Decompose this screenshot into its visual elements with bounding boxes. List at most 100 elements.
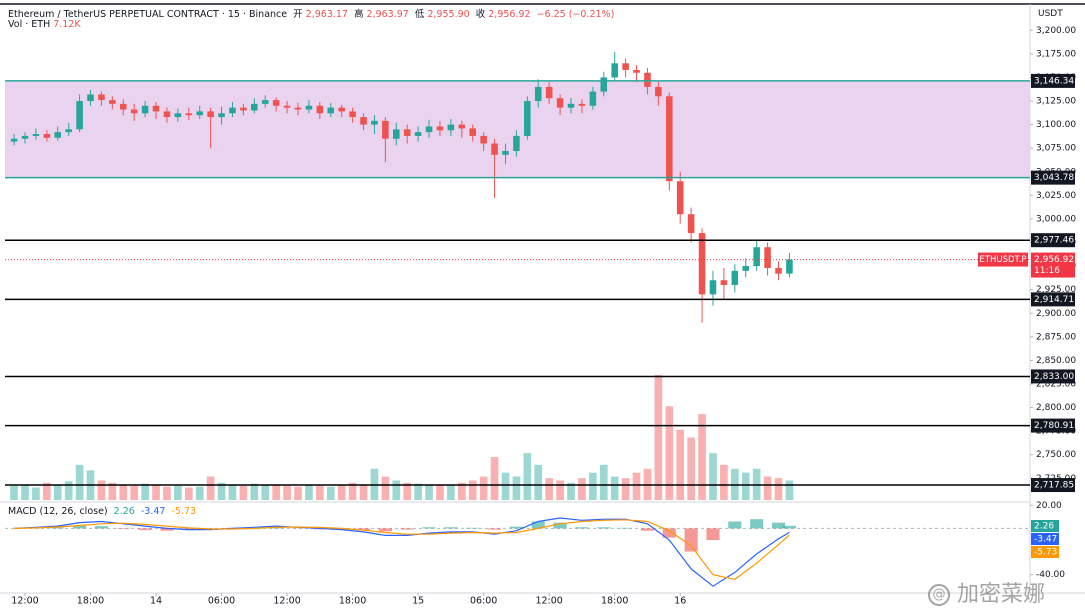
volume-bar (436, 485, 444, 500)
level-label: 2,914.71 (1034, 295, 1074, 305)
macd-histogram-bar (750, 519, 764, 529)
macd-histogram-bar (378, 528, 392, 532)
candle-body (283, 105, 291, 108)
volume-bar (206, 476, 215, 500)
y-tick-label: 2,900.00 (1036, 309, 1076, 319)
candle-body (469, 128, 477, 136)
watermark: @ 加密菜娜 (928, 576, 1045, 608)
candle-body (633, 69, 640, 73)
level-label: 2,977.46 (1034, 236, 1074, 246)
macd-histogram-bar (94, 526, 108, 529)
volume-bar (632, 472, 641, 500)
candle-body (709, 280, 717, 295)
volume-bar (97, 480, 106, 500)
macd-histogram-bar (531, 521, 545, 529)
candle-body (600, 77, 608, 92)
candle-body (65, 129, 72, 133)
y-tick-label: 2,925.00 (1036, 285, 1076, 295)
candle-body (130, 109, 138, 114)
y-tick-label: 2,875.00 (1036, 332, 1076, 342)
macd-histogram-bar (619, 527, 633, 529)
candle-body (698, 233, 706, 295)
volume-bar (665, 406, 674, 500)
x-tick-label: 18:00 (339, 596, 366, 607)
candle-body (502, 151, 509, 155)
y-tick-label: 2,850.00 (1036, 356, 1076, 366)
y-tick-label: 3,100.00 (1036, 120, 1076, 130)
volume-bar (512, 476, 521, 500)
volume-bar (414, 483, 422, 500)
y-tick-label: 2,825.00 (1036, 379, 1076, 389)
candle-body (349, 111, 356, 118)
volume-bar (184, 487, 193, 500)
y-tick-label: 2,750.00 (1036, 450, 1076, 460)
candle-body (524, 101, 531, 136)
volume-bar (479, 476, 488, 500)
macd-histogram-bar (444, 527, 458, 529)
candle-body (305, 105, 313, 110)
volume-bar (141, 483, 149, 500)
y-tick-label: 3,125.00 (1036, 97, 1076, 107)
candle-body (251, 103, 258, 111)
volume-bar (108, 482, 117, 500)
volume-bar (272, 484, 280, 500)
volume-bar (294, 486, 302, 500)
volume-bar (337, 485, 346, 500)
volume-bar (53, 485, 62, 500)
macd-histogram-bar (509, 526, 523, 529)
volume-bar (567, 482, 575, 500)
macd-histogram-bar (466, 527, 480, 529)
macd-y-tick-label: -40.00 (1036, 570, 1065, 580)
candle-body (10, 138, 18, 142)
volume-bar (75, 464, 84, 500)
x-tick-label: 16 (674, 596, 686, 607)
macd-tag-label: -3.47 (1034, 535, 1057, 545)
watermark-icon: @ (928, 584, 950, 606)
volume-bar (130, 485, 139, 500)
candle-body (218, 113, 225, 118)
candle-body (32, 134, 40, 136)
candle-body (764, 247, 771, 268)
candle-body (786, 259, 793, 274)
macd-histogram-bar (684, 528, 698, 552)
volume-bar (392, 480, 401, 500)
candle-body (742, 266, 750, 271)
volume-bar (403, 482, 412, 500)
x-tick-label: 12:00 (273, 596, 300, 607)
volume-bar (501, 472, 510, 500)
header: Ethereum / TetherUS PERPETUAL CONTRACT ·… (8, 6, 617, 20)
histogram-tag-label: 2.26 (1034, 522, 1054, 532)
volume-bar (217, 482, 226, 500)
macd-histogram-bar (160, 528, 174, 531)
level-tag (1031, 369, 1075, 384)
candle-body (360, 117, 367, 125)
candle-body (556, 98, 564, 108)
candle-body (447, 124, 455, 131)
candle-body (21, 135, 29, 139)
level-tag (1031, 292, 1075, 307)
x-tick-label: 14 (150, 596, 162, 607)
candle-body (261, 100, 269, 104)
candle-body (458, 124, 466, 129)
volume-bar (763, 476, 772, 500)
macd-tag (1031, 533, 1059, 545)
candle-body (425, 126, 433, 133)
candle-body (382, 120, 389, 139)
candle-body (87, 94, 94, 102)
change-value: −6.25 (−0.21%) (536, 9, 615, 20)
macd-histogram-bar (488, 528, 502, 530)
y-tick-label: 3,025.00 (1036, 191, 1076, 201)
candle-body (589, 91, 597, 106)
histogram-tag (1031, 520, 1059, 532)
candle-body (644, 72, 651, 87)
volume-bar (774, 478, 783, 500)
countdown: 11:16 (1034, 266, 1060, 276)
candle-body (622, 63, 629, 70)
level-label: 3,146.34 (1034, 76, 1074, 86)
candle-body (141, 105, 149, 114)
candle-body (327, 107, 335, 114)
volume-bar (589, 472, 597, 500)
volume-bar (32, 487, 40, 500)
last-price-label: 2,956.92 (1034, 255, 1074, 265)
